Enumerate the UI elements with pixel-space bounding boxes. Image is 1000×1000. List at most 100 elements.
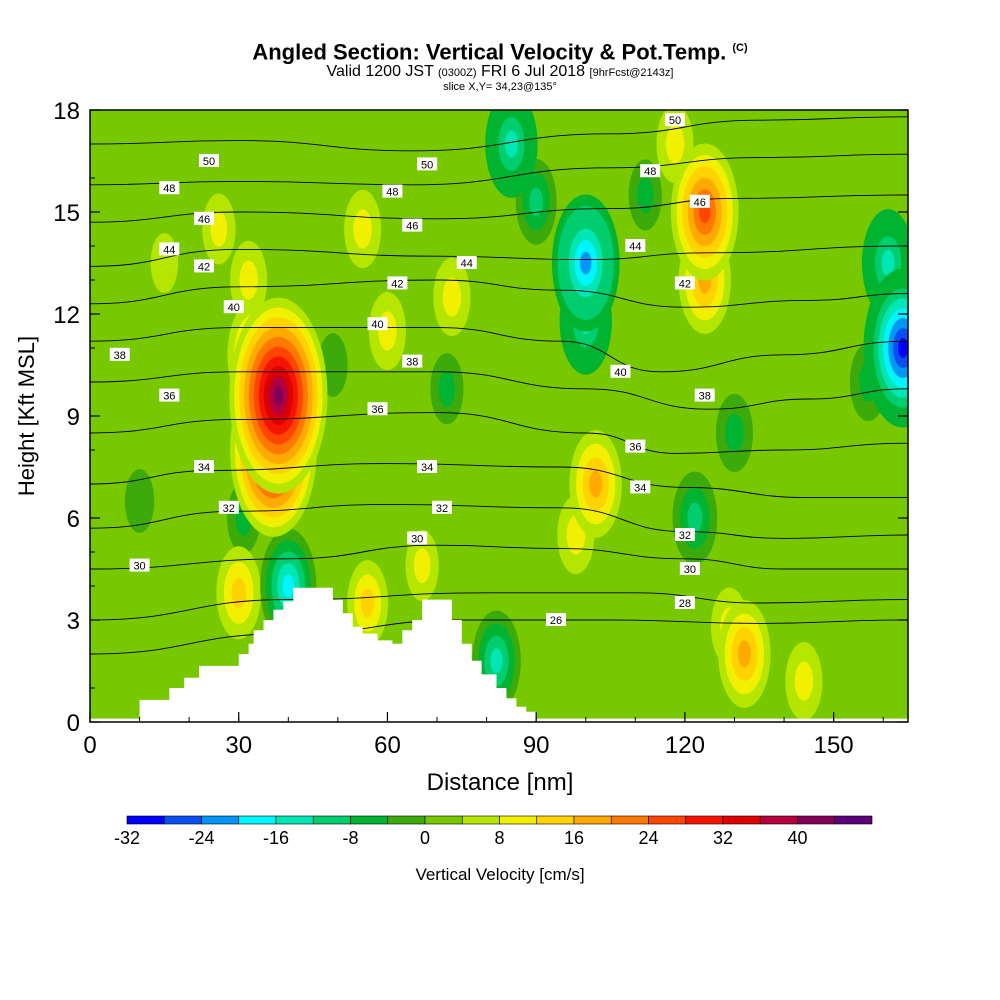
theta-contour [90, 153, 908, 186]
velocity-cell [580, 251, 592, 275]
colorbar-segment [834, 815, 873, 825]
contour-label-text: 30 [411, 533, 423, 545]
velocity-cell [490, 648, 503, 674]
theta-contour [90, 245, 908, 267]
contour-label: 34 [417, 460, 438, 474]
contour-label: 32 [674, 528, 695, 542]
colorbar-segment [573, 815, 612, 825]
contour-label-text: 28 [679, 598, 691, 610]
y-tick-label: 9 [67, 404, 80, 431]
contour-label: 50 [417, 157, 438, 171]
contour-label: 46 [402, 218, 423, 233]
velocity-cell [529, 187, 543, 217]
contour-labels: 50 50 50 48 48 48 46 46 46 44 44 44 42 42 42 40 40 40 38 38… [109, 113, 715, 627]
chart-title: Angled Section: Vertical Velocity & Pot.… [0, 36, 1000, 64]
contour-label-text: 50 [421, 159, 433, 171]
contour-label-text: 42 [198, 261, 210, 273]
contour-label-text: 42 [391, 278, 403, 290]
velocity-cell [504, 130, 518, 158]
contour-label: 36 [625, 439, 646, 454]
colorbar-tick-label: 0 [420, 828, 430, 848]
contour-label: 30 [407, 531, 428, 545]
contour-label: 44 [159, 242, 180, 256]
colorbar-segment [275, 815, 314, 825]
x-tick-label: 150 [814, 732, 854, 759]
colorbar-tick-label: 16 [564, 828, 584, 848]
colorbar-segment [759, 815, 798, 825]
velocity-cell [665, 124, 685, 164]
x-tick-label: 0 [83, 732, 96, 759]
contour-label: 42 [194, 259, 215, 273]
velocity-cell [589, 470, 603, 498]
colorbar: -32 -24 -16 -8 0 8 16 24 32 40 [114, 815, 873, 848]
colorbar-segment [610, 815, 649, 825]
contour-label-text: 50 [669, 115, 681, 127]
colorbar-segment [201, 815, 240, 825]
velocity-cell [360, 588, 375, 618]
contour-label-text: 38 [114, 350, 126, 362]
contour-label: 46 [194, 211, 215, 226]
contour-label: 40 [610, 364, 631, 379]
colorbar-segment [350, 815, 389, 825]
velocity-cell [636, 177, 654, 213]
contour-label-text: 36 [629, 442, 641, 454]
contour-label: 26 [546, 613, 567, 627]
velocity-cell [687, 502, 703, 534]
contour-label: 38 [109, 347, 130, 362]
contour-label: 36 [159, 388, 180, 403]
terrain [90, 587, 908, 722]
contour-label: 32 [218, 500, 239, 515]
velocity-cell [737, 640, 751, 668]
contour-label: 42 [387, 276, 408, 290]
contour-label-text: 48 [644, 166, 656, 178]
contour-label-text: 42 [679, 278, 691, 290]
x-axis-label: Distance [nm] [427, 769, 574, 796]
contour-label: 30 [679, 562, 700, 576]
contour-label: 42 [674, 276, 695, 290]
contour-label-text: 34 [421, 462, 433, 474]
contour-label-text: 30 [133, 561, 145, 573]
contour-label: 46 [689, 194, 710, 209]
colorbar-tick-label: -8 [342, 828, 358, 848]
contour-label: 40 [223, 300, 244, 314]
theta-contour [90, 194, 908, 223]
velocity-cell [273, 385, 284, 406]
contour-label-text: 36 [371, 404, 383, 416]
velocity-cell [794, 661, 814, 701]
contour-label-text: 32 [436, 503, 448, 515]
velocity-cell [458, 183, 485, 241]
colorbar-segment [461, 815, 500, 825]
colorbar-segment [722, 815, 761, 825]
contour-label-text: 46 [198, 214, 210, 226]
contour-label: 36 [367, 402, 388, 416]
valid-time: Valid 1200 JST [326, 63, 434, 81]
velocity-cell [239, 260, 258, 300]
colorbar-segment [424, 815, 463, 825]
velocity-cell [413, 547, 431, 584]
colorbar-tick-label: 32 [713, 828, 733, 848]
theta-contour [90, 279, 908, 308]
contour-label-text: 38 [699, 391, 711, 403]
contour-label: 34 [630, 480, 651, 494]
contour-label: 28 [674, 596, 695, 610]
velocity-cell [353, 209, 372, 249]
theta-contour [90, 544, 908, 570]
terrain-mask [90, 587, 908, 722]
potential-temperature-contours [90, 116, 908, 655]
theta-contour [90, 592, 908, 621]
colorbar-tick-label: 24 [638, 828, 658, 848]
colorbar-segment [312, 815, 351, 825]
contour-label-text: 48 [163, 183, 175, 195]
contour-label-text: 38 [406, 357, 418, 369]
colorbar-segment [163, 815, 202, 825]
chart-title-text: Angled Section: Vertical Velocity & Pot.… [252, 39, 727, 65]
x-tick-label: 120 [665, 732, 705, 759]
velocity-cell [881, 249, 895, 277]
contour-label-text: 32 [223, 503, 235, 515]
velocity-cell [150, 233, 179, 293]
x-tick-label: 60 [374, 732, 401, 759]
velocity-cell [282, 574, 294, 598]
y-tick-label: 12 [53, 302, 80, 329]
